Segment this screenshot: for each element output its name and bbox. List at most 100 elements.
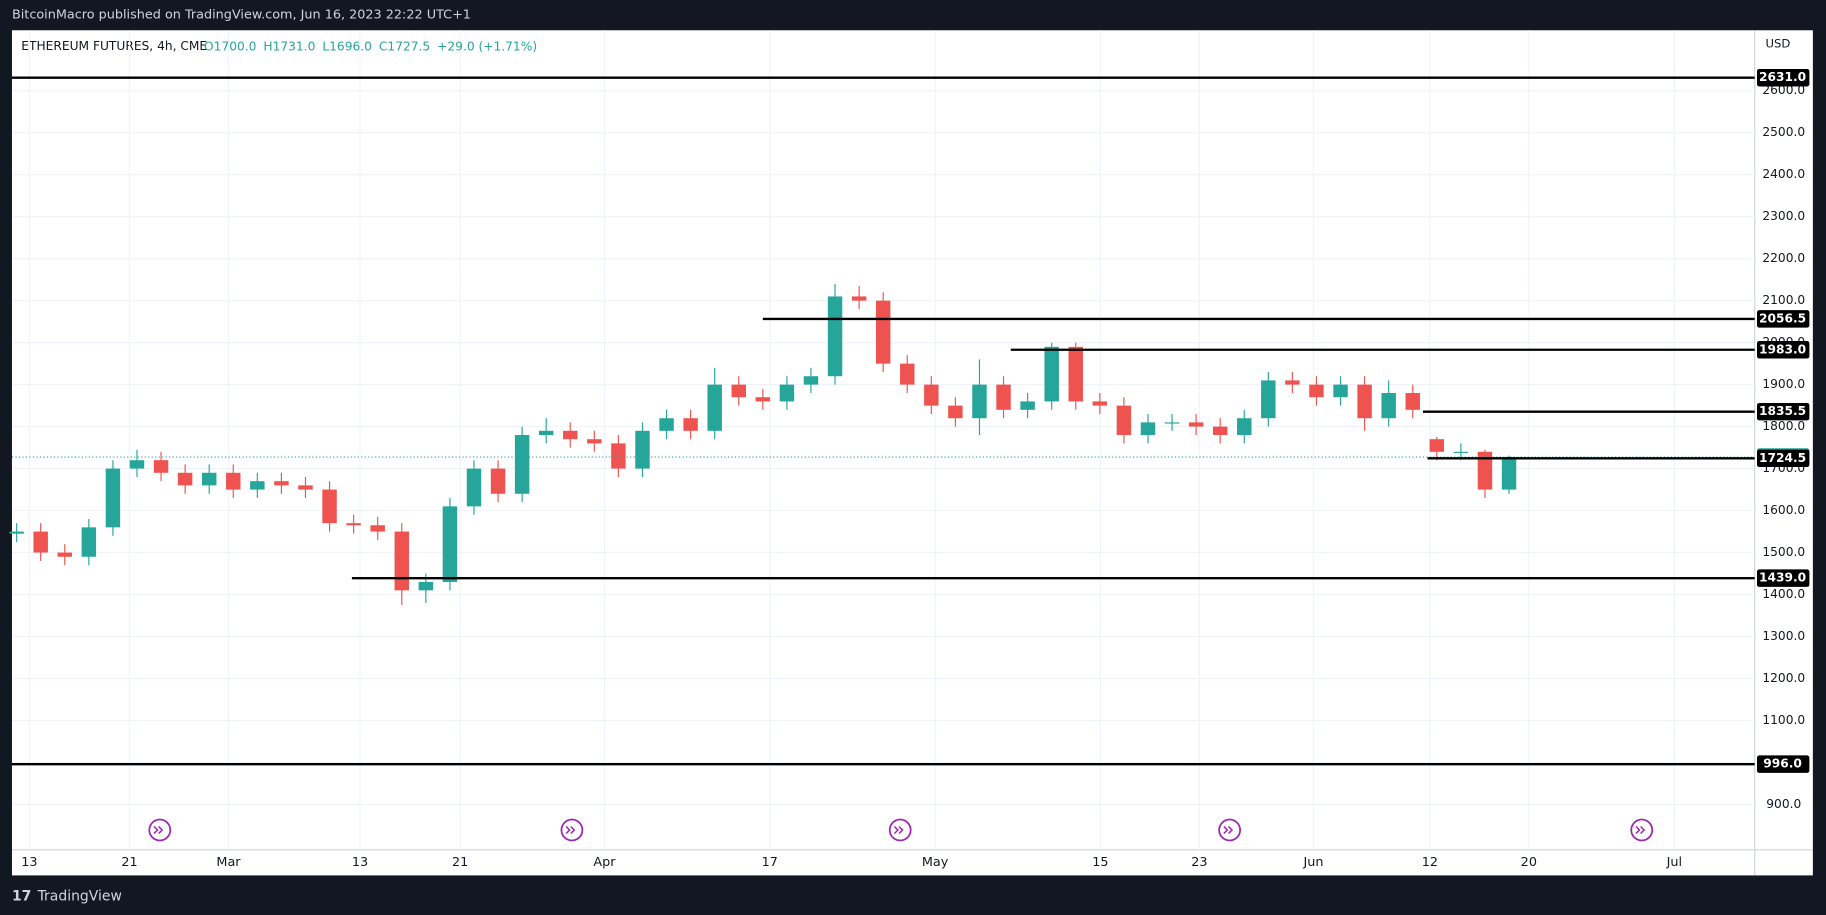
candle-body	[1212, 426, 1228, 435]
currency: USD	[1766, 37, 1791, 51]
candle-body	[1429, 439, 1445, 452]
y-tick-label: 2200.0	[1762, 251, 1805, 265]
ohlc-legend: O1700.0 H1731.0 L1696.0 C1727.5 +29.0 (+1.71…	[204, 39, 537, 53]
ohlc-value: C1727.5	[379, 39, 430, 53]
level-label: 1835.5	[1759, 404, 1806, 418]
candle-body	[851, 296, 867, 301]
candle-body	[81, 527, 97, 557]
candle-body	[827, 296, 843, 377]
candle-body	[394, 531, 409, 591]
chart-panel	[11, 30, 1813, 876]
candle-body	[1188, 422, 1204, 427]
y-tick-label: 2500.0	[1762, 125, 1805, 139]
candle-body	[177, 472, 193, 486]
publish-info: BitcoinMacro published on TradingView.co…	[12, 8, 471, 23]
ohlc-value: O1700.0	[204, 39, 256, 53]
candle-body	[298, 485, 313, 490]
y-tick-label: 1900.0	[1762, 377, 1805, 391]
candle-body	[418, 581, 434, 591]
candle-body	[900, 363, 915, 385]
candle-body	[563, 430, 578, 440]
candle-body	[1405, 393, 1420, 410]
logo-mark: 17	[12, 888, 31, 904]
candle-body	[490, 468, 506, 494]
x-tick-label: 13	[21, 855, 37, 870]
x-tick-label: Jul	[1666, 855, 1682, 870]
ohlc-value: L1696.0	[322, 39, 372, 53]
event-icon-arrow	[1223, 825, 1234, 835]
candle-body	[948, 405, 963, 419]
candle-body	[635, 430, 650, 469]
candle-body	[1333, 384, 1348, 398]
x-tick-label: 20	[1521, 855, 1537, 870]
candle-body	[1381, 393, 1396, 419]
level-label: 996.0	[1763, 757, 1802, 771]
candle-body	[611, 443, 626, 469]
candle-body	[250, 481, 265, 490]
candle-body	[972, 384, 987, 419]
candle-body	[1020, 401, 1035, 410]
candle-body	[9, 531, 24, 534]
y-tick-label: 1100.0	[1762, 713, 1805, 727]
event-icon	[1218, 818, 1241, 842]
candle-body	[1477, 451, 1493, 490]
y-tick-label: 1300.0	[1762, 629, 1805, 643]
event-icon	[560, 818, 584, 842]
candle-body	[1237, 418, 1252, 436]
candle-body	[779, 384, 795, 402]
candle-body	[924, 384, 939, 406]
x-tick-label: 12	[1422, 855, 1438, 870]
candle-body	[1140, 422, 1156, 435]
brand: TradingView	[37, 888, 122, 904]
footer-logo: 17 TradingView	[12, 888, 122, 904]
candle-body	[442, 506, 458, 582]
candle-body	[514, 435, 530, 494]
x-tick-label: 23	[1191, 855, 1207, 870]
candle-body	[153, 460, 169, 473]
x-tick-label: 21	[452, 855, 468, 870]
level-label: 1724.5	[1759, 451, 1806, 465]
candle-body	[346, 523, 361, 526]
event-icon	[148, 818, 172, 842]
y-tick-label: 2300.0	[1762, 209, 1805, 223]
level-label-box	[1756, 402, 1810, 421]
x-tick-label: Mar	[216, 855, 241, 870]
y-tick-label: 2100.0	[1762, 293, 1805, 307]
event-icon	[1630, 818, 1654, 842]
level-label: 2631.0	[1759, 70, 1806, 84]
event-icon	[888, 818, 912, 842]
candle-body	[1453, 451, 1469, 453]
x-tick-label: 17	[762, 855, 778, 870]
candle-body	[683, 418, 698, 431]
candle-body	[370, 525, 385, 532]
candle-body	[226, 472, 241, 490]
y-tick-label: 1600.0	[1762, 503, 1805, 517]
candle-body	[875, 300, 891, 364]
event-icon-arrow	[153, 825, 164, 835]
y-tick-label: 900.0	[1766, 797, 1801, 811]
level-label-box	[1756, 449, 1810, 468]
candle-body	[1092, 401, 1108, 406]
candle-body	[803, 376, 819, 385]
y-tick-label: 2600.0	[1762, 83, 1805, 97]
x-tick-label: Jun	[1302, 855, 1323, 870]
ohlc-value: +29.0 (+1.71%)	[437, 39, 537, 53]
level-label: 1983.0	[1759, 342, 1806, 356]
candle-body	[1261, 380, 1276, 419]
candle-body	[996, 384, 1011, 410]
level-label-box	[1756, 755, 1810, 773]
candle-body	[105, 468, 121, 528]
y-tick-label: 1500.0	[1762, 545, 1805, 559]
plot: 1321Mar1321Apr17May1523Jun1220Jul900.010…	[9, 30, 1810, 870]
candle-body	[1116, 405, 1132, 436]
candle-body	[1044, 346, 1059, 402]
x-tick-label: 15	[1092, 855, 1108, 870]
candle-body	[538, 430, 554, 436]
y-tick-label: 1400.0	[1762, 587, 1805, 601]
candle-body	[1068, 346, 1083, 402]
x-tick-label: 21	[121, 855, 137, 870]
candle-body	[129, 460, 145, 469]
candle-body	[466, 468, 482, 507]
level-label-box	[1756, 310, 1810, 328]
